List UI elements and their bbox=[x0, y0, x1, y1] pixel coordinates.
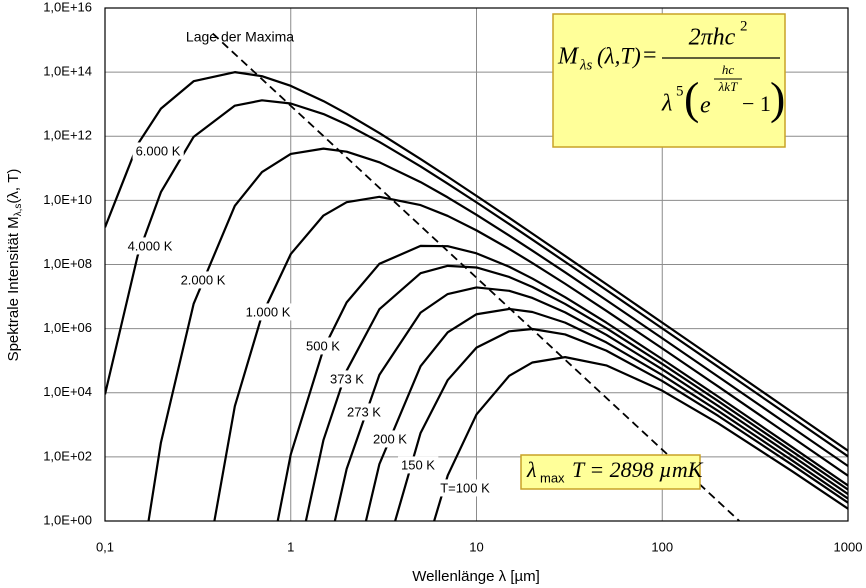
y-tick-label: 1,0E+16 bbox=[43, 0, 92, 14]
curve bbox=[433, 356, 848, 521]
y-tick-label: 1,0E+00 bbox=[43, 512, 92, 527]
y-axis-label-args: (λ, T) bbox=[5, 169, 22, 204]
y-tick-label: 1,0E+08 bbox=[43, 256, 92, 271]
wien-text: T = 2898 µmK bbox=[572, 457, 704, 482]
formula-minus-one: − 1 bbox=[742, 91, 771, 116]
curve bbox=[304, 264, 848, 521]
curve-label: 150 K bbox=[401, 457, 435, 472]
y-tick-label: 1,0E+04 bbox=[43, 384, 92, 399]
y-tick-label: 1,0E+14 bbox=[43, 64, 92, 79]
curve-label-background bbox=[132, 142, 184, 160]
curve bbox=[105, 71, 848, 452]
y-tick-label: 1,0E+06 bbox=[43, 320, 92, 335]
curve bbox=[213, 195, 848, 521]
y-tick-label: 1,0E+10 bbox=[43, 192, 92, 207]
curve bbox=[105, 99, 848, 458]
curve bbox=[393, 327, 848, 521]
formula-lhs: M bbox=[557, 44, 580, 70]
formula-denom-sup: 5 bbox=[676, 83, 684, 99]
x-tick-label: 1 bbox=[287, 539, 294, 554]
curve-label-background bbox=[242, 303, 294, 321]
curve bbox=[276, 244, 848, 521]
formula-equals: = bbox=[643, 43, 657, 69]
formula-lhs-args: (λ,T) bbox=[597, 43, 641, 68]
curve-label-background bbox=[177, 271, 229, 289]
formula-open-paren: ( bbox=[684, 73, 699, 124]
formula-exp-den: λkT bbox=[718, 79, 738, 94]
formula-exp-num: hc bbox=[722, 62, 735, 77]
curves bbox=[105, 32, 848, 521]
maxima-line bbox=[212, 32, 740, 521]
curve-label: 373 K bbox=[330, 371, 364, 386]
formula-lhs-sub: λs bbox=[579, 57, 592, 73]
plot-frame bbox=[104, 7, 849, 522]
curve-label: 500 K bbox=[306, 338, 340, 353]
formula-close-paren: ) bbox=[770, 73, 785, 124]
x-tick-label: 1000 bbox=[834, 539, 863, 554]
curve-label: 273 K bbox=[347, 404, 381, 419]
labels: 1,0E+00 1,0E+02 1,0E+04 1,0E+06 1,0E+08 1,0E+… bbox=[43, 0, 862, 554]
curve-label: 4.000 K bbox=[128, 238, 173, 253]
x-tick-label: 100 bbox=[651, 539, 673, 554]
curve-label-background bbox=[437, 479, 494, 497]
y-tick-label: 1,0E+02 bbox=[43, 448, 92, 463]
curve-label: T=100 K bbox=[440, 480, 490, 495]
y-axis-label: Spektrale Intensität Mλ,s(λ, T) bbox=[5, 169, 24, 362]
wien-background bbox=[520, 454, 701, 490]
y-axis-label-text: Spektrale Intensität M bbox=[5, 216, 22, 361]
x-axis-label: Wellenlänge λ [µm] bbox=[412, 568, 540, 585]
curve-label-background bbox=[327, 370, 368, 388]
y-tick-label: 1,0E+12 bbox=[43, 128, 92, 143]
wien-sub: max bbox=[540, 470, 565, 485]
curve-label-background bbox=[303, 337, 344, 355]
curve-label-background bbox=[398, 456, 439, 474]
curve bbox=[364, 307, 848, 521]
curve-label-background bbox=[344, 403, 385, 421]
wien-symbol: λ bbox=[526, 457, 537, 482]
y-axis-label-sub: λ,s bbox=[13, 204, 24, 217]
formula-denom-base: λ bbox=[661, 91, 672, 117]
formula-box: M λs (λ,T) = 2πhc 2 λ 5 ( e hc λkT − 1 ) bbox=[552, 13, 786, 148]
curve-label-background bbox=[124, 237, 176, 255]
maxima-label: Lage der Maxima bbox=[186, 29, 294, 45]
formula-exp-base: e bbox=[700, 93, 711, 119]
formula-background bbox=[552, 13, 786, 148]
wien-box: λ max T = 2898 µmK bbox=[520, 454, 704, 490]
x-tick-label: 0,1 bbox=[96, 539, 114, 554]
curve-label-background bbox=[370, 430, 411, 448]
curve bbox=[147, 147, 848, 521]
x-tick-label: 10 bbox=[469, 539, 483, 554]
formula-numerator-sup: 2 bbox=[740, 18, 748, 34]
curve-label: 1.000 K bbox=[246, 304, 291, 319]
curve-label: 2.000 K bbox=[181, 272, 226, 287]
curve bbox=[333, 286, 848, 521]
curve-label: 6.000 K bbox=[136, 143, 181, 158]
curve-label: 200 K bbox=[373, 431, 407, 446]
formula-numerator: 2πhc bbox=[689, 25, 736, 51]
